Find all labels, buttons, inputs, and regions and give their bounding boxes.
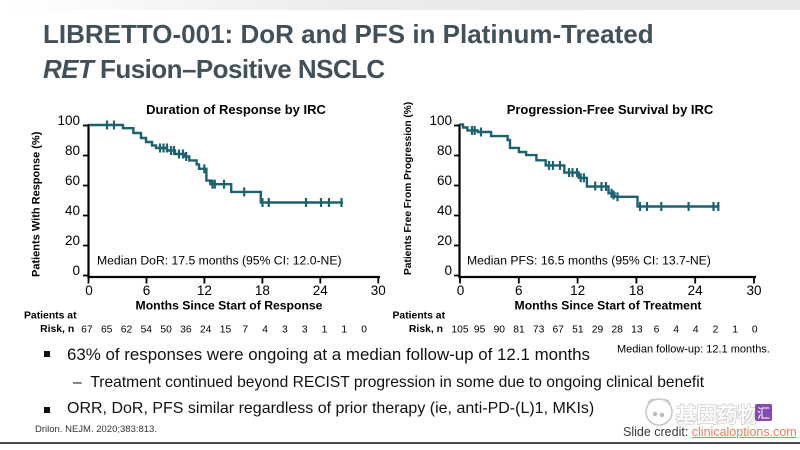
svg-text:18: 18 bbox=[629, 283, 644, 298]
svg-text:80: 80 bbox=[437, 143, 452, 158]
svg-text:1: 1 bbox=[732, 324, 738, 335]
svg-text:Duration of Response by IRC: Duration of Response by IRC bbox=[146, 102, 326, 117]
svg-text:1: 1 bbox=[341, 324, 347, 335]
svg-text:2: 2 bbox=[713, 324, 719, 335]
svg-text:67: 67 bbox=[81, 324, 93, 335]
svg-text:30: 30 bbox=[371, 283, 386, 298]
svg-text:28: 28 bbox=[611, 324, 623, 335]
svg-text:105: 105 bbox=[451, 324, 468, 335]
svg-text:Months Since Start of Response: Months Since Start of Response bbox=[136, 299, 323, 313]
svg-text:Progression-Free Survival by I: Progression-Free Survival by IRC bbox=[507, 102, 714, 117]
svg-text:0: 0 bbox=[457, 283, 465, 298]
svg-text:基因药物: 基因药物 bbox=[676, 403, 758, 427]
svg-text:50: 50 bbox=[160, 324, 172, 335]
svg-text:20: 20 bbox=[65, 233, 80, 248]
svg-text:29: 29 bbox=[592, 324, 604, 335]
svg-text:7: 7 bbox=[242, 324, 248, 335]
svg-text:6: 6 bbox=[515, 283, 523, 298]
svg-text:3: 3 bbox=[282, 324, 288, 335]
svg-text:40: 40 bbox=[65, 203, 80, 218]
svg-text:24: 24 bbox=[688, 283, 704, 298]
svg-text:6: 6 bbox=[143, 283, 151, 298]
svg-text:Months Since Start of Treatmen: Months Since Start of Treatment bbox=[515, 299, 702, 313]
svg-text:36: 36 bbox=[180, 324, 192, 335]
svg-text:0: 0 bbox=[85, 283, 93, 298]
svg-text:汇: 汇 bbox=[757, 406, 770, 421]
svg-text:4: 4 bbox=[693, 324, 699, 335]
svg-text:12: 12 bbox=[570, 283, 585, 298]
svg-text:12: 12 bbox=[197, 283, 212, 298]
svg-text:Patients Free From Progression: Patients Free From Progression (%) bbox=[403, 102, 414, 275]
svg-text:15: 15 bbox=[220, 324, 232, 335]
svg-text:18: 18 bbox=[255, 283, 270, 298]
svg-text:Median DoR: 17.5 months (95% C: Median DoR: 17.5 months (95% CI: 12.0-NE… bbox=[97, 254, 342, 268]
svg-text:67: 67 bbox=[552, 324, 564, 335]
svg-text:30: 30 bbox=[746, 283, 761, 298]
svg-text:62: 62 bbox=[121, 324, 133, 335]
svg-text:Patients With Response (%): Patients With Response (%) bbox=[30, 131, 42, 277]
svg-text:81: 81 bbox=[513, 324, 525, 335]
svg-text:0: 0 bbox=[72, 263, 80, 278]
svg-text:40: 40 bbox=[437, 203, 452, 218]
svg-text:65: 65 bbox=[101, 324, 113, 335]
svg-text:90: 90 bbox=[494, 324, 506, 335]
svg-text:4: 4 bbox=[262, 324, 268, 335]
svg-text:0: 0 bbox=[752, 324, 758, 335]
svg-text:Risk, n: Risk, n bbox=[409, 324, 443, 335]
svg-text:13: 13 bbox=[631, 324, 643, 335]
svg-text:54: 54 bbox=[141, 324, 153, 335]
svg-text:24: 24 bbox=[200, 324, 212, 335]
svg-text:95: 95 bbox=[474, 324, 486, 335]
svg-text:80: 80 bbox=[65, 143, 80, 158]
svg-text:24: 24 bbox=[313, 283, 329, 298]
svg-text:51: 51 bbox=[572, 324, 584, 335]
svg-text:4: 4 bbox=[673, 324, 679, 335]
svg-text:20: 20 bbox=[437, 233, 452, 248]
svg-text:100: 100 bbox=[57, 113, 80, 128]
svg-text:73: 73 bbox=[533, 324, 545, 335]
svg-text:1: 1 bbox=[322, 324, 328, 335]
svg-text:60: 60 bbox=[65, 173, 80, 188]
svg-text:0: 0 bbox=[444, 263, 452, 278]
svg-text:3: 3 bbox=[302, 324, 308, 335]
svg-text:Risk, n: Risk, n bbox=[40, 324, 74, 335]
svg-text:6: 6 bbox=[654, 324, 660, 335]
svg-text:100: 100 bbox=[429, 113, 452, 128]
svg-text:Patients at: Patients at bbox=[24, 310, 77, 321]
svg-text:Median PFS: 16.5 months (95% C: Median PFS: 16.5 months (95% CI: 13.7-NE… bbox=[467, 254, 711, 268]
svg-text:60: 60 bbox=[437, 173, 452, 188]
svg-text:Median follow-up: 12.1 months.: Median follow-up: 12.1 months. bbox=[617, 344, 770, 356]
svg-text:0: 0 bbox=[361, 324, 367, 335]
svg-text:Patients at: Patients at bbox=[393, 310, 446, 321]
